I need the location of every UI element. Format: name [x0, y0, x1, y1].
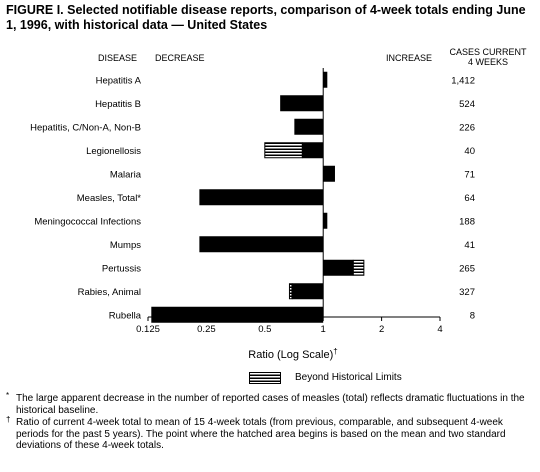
- category-label: Pertussis: [102, 263, 141, 274]
- cases-value: 226: [459, 122, 475, 133]
- x-tick-label: 0.125: [136, 324, 160, 335]
- bar: [323, 165, 335, 182]
- category-label: Legionellosis: [86, 146, 141, 157]
- footnotes: * The large apparent decrease in the num…: [6, 391, 534, 453]
- footnote-ratio: † Ratio of current 4-week total to mean …: [6, 415, 534, 452]
- category-label: Rubella: [109, 310, 142, 321]
- x-axis-label-mark: †: [333, 347, 337, 356]
- category-label: Mumps: [110, 240, 141, 251]
- cases-value: 64: [464, 193, 475, 204]
- x-tick-label: 4: [437, 324, 442, 335]
- cases-value: 327: [459, 287, 475, 298]
- footnote-mark: †: [6, 415, 11, 424]
- figure-title: FIGURE I. Selected notifiable disease re…: [6, 3, 526, 32]
- footnote-measles: * The large apparent decrease in the num…: [6, 391, 534, 416]
- x-axis-label-text: Ratio (Log Scale): [248, 349, 333, 361]
- decrease-column-header: DECREASE: [155, 53, 205, 63]
- category-label: Malaria: [110, 169, 142, 180]
- bar-chart: Hepatitis A 1,412 Hepatitis B 524 Hepatitis,…: [30, 68, 475, 361]
- hatch-swatch-icon: [249, 372, 281, 384]
- cases-value: 41: [464, 240, 475, 251]
- disease-column-header: DISEASE: [98, 53, 138, 63]
- cases-value: 1,412: [451, 75, 475, 86]
- bar-beyond-limits: [352, 259, 365, 276]
- bar: [294, 118, 324, 135]
- cases-column-header: CASES CURRENT 4 WEEKS: [442, 47, 534, 67]
- x-tick-label: 0.25: [197, 324, 216, 335]
- bar: [323, 71, 328, 88]
- footnote-mark: *: [6, 391, 10, 400]
- category-label: Hepatitis A: [96, 75, 142, 86]
- cases-value: 71: [464, 169, 475, 180]
- cases-value: 524: [459, 99, 475, 110]
- footnote-text: The large apparent decrease in the numbe…: [16, 393, 525, 416]
- x-axis-label: Ratio (Log Scale)†: [248, 347, 337, 361]
- cases-value: 265: [459, 263, 475, 274]
- bar: [199, 189, 324, 206]
- bar: [280, 95, 324, 112]
- category-label: Hepatitis B: [95, 99, 141, 110]
- cases-value: 188: [459, 216, 475, 227]
- x-tick-label: 2: [379, 324, 384, 335]
- category-label: Rabies, Animal: [78, 287, 141, 298]
- bar-beyond-limits: [264, 142, 303, 159]
- bar: [323, 259, 354, 276]
- category-label: Measles, Total*: [77, 193, 142, 204]
- bar: [323, 212, 328, 229]
- cases-header-line1: CASES CURRENT: [449, 47, 527, 57]
- cases-value: 40: [464, 146, 475, 157]
- footnote-text: Ratio of current 4-week total to mean of…: [16, 417, 506, 451]
- bar: [291, 283, 324, 300]
- bar-beyond-limits: [288, 283, 293, 300]
- x-tick-label: 0.5: [258, 324, 271, 335]
- category-label: Hepatitis, C/Non-A, Non-B: [30, 122, 141, 133]
- category-label: Meningococcal Infections: [34, 216, 141, 227]
- bar: [199, 236, 324, 253]
- legend: Beyond Historical Limits: [249, 372, 402, 384]
- legend-label: Beyond Historical Limits: [295, 372, 402, 383]
- bar: [302, 142, 324, 159]
- cases-value: 8: [470, 310, 475, 321]
- x-tick-label: 1: [321, 324, 326, 335]
- cases-header-line2: 4 WEEKS: [467, 57, 508, 67]
- bar: [151, 306, 324, 323]
- increase-column-header: INCREASE: [386, 53, 433, 63]
